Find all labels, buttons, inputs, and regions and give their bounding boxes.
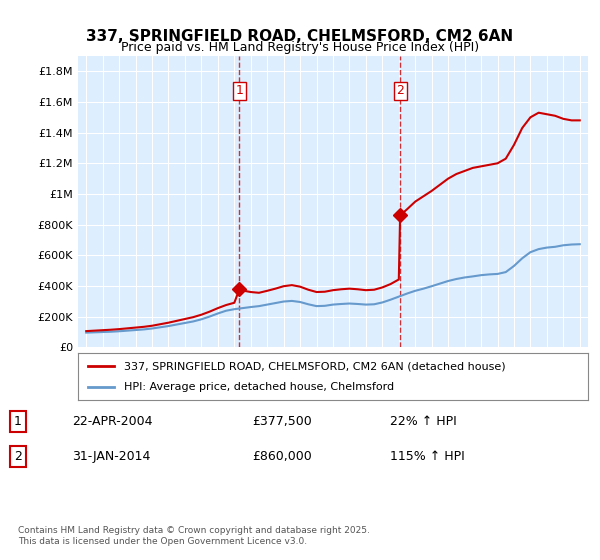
Text: 115% ↑ HPI: 115% ↑ HPI <box>390 450 465 463</box>
Text: 2: 2 <box>396 85 404 97</box>
Text: HPI: Average price, detached house, Chelmsford: HPI: Average price, detached house, Chel… <box>124 382 394 392</box>
Text: Contains HM Land Registry data © Crown copyright and database right 2025.
This d: Contains HM Land Registry data © Crown c… <box>18 526 370 546</box>
Text: 22-APR-2004: 22-APR-2004 <box>72 415 152 428</box>
Text: £377,500: £377,500 <box>252 415 312 428</box>
Text: £860,000: £860,000 <box>252 450 312 463</box>
Text: 337, SPRINGFIELD ROAD, CHELMSFORD, CM2 6AN (detached house): 337, SPRINGFIELD ROAD, CHELMSFORD, CM2 6… <box>124 361 506 371</box>
Text: 31-JAN-2014: 31-JAN-2014 <box>72 450 151 463</box>
Text: Price paid vs. HM Land Registry's House Price Index (HPI): Price paid vs. HM Land Registry's House … <box>121 41 479 54</box>
Text: 1: 1 <box>235 85 244 97</box>
Text: 1: 1 <box>14 415 22 428</box>
Text: 337, SPRINGFIELD ROAD, CHELMSFORD, CM2 6AN: 337, SPRINGFIELD ROAD, CHELMSFORD, CM2 6… <box>86 29 514 44</box>
Text: 22% ↑ HPI: 22% ↑ HPI <box>390 415 457 428</box>
Text: 2: 2 <box>14 450 22 463</box>
